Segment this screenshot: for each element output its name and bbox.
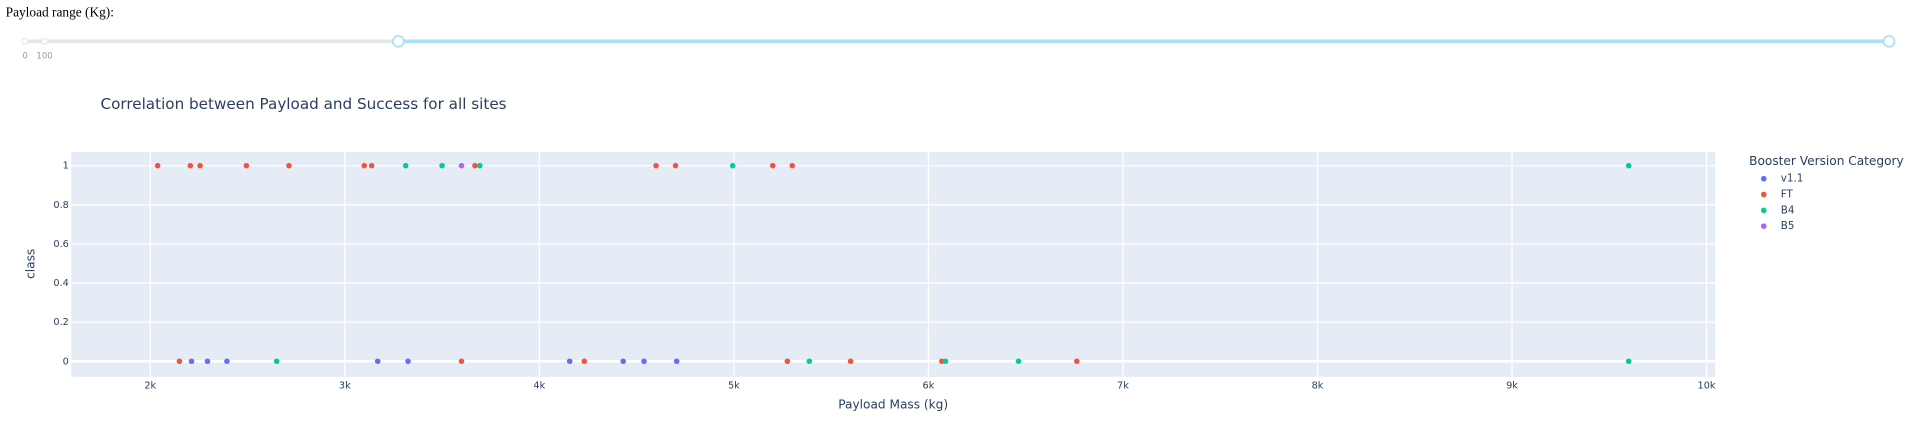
point [405, 358, 411, 365]
y-tick-label: 0 [63, 356, 69, 367]
legend-marker[interactable] [1760, 191, 1767, 198]
point [374, 358, 381, 365]
slider-dot [21, 37, 29, 45]
point [197, 162, 203, 169]
slider-mark: 100 [36, 51, 52, 61]
x-tick-label: 2k [144, 380, 156, 391]
point [672, 162, 679, 169]
x-tick-label: 4k [533, 380, 545, 391]
point [1074, 358, 1080, 365]
chart-title: Correlation between Payload and Success … [100, 95, 506, 113]
legend-marker[interactable] [1760, 207, 1767, 214]
x-tick-label: 10k [1698, 380, 1716, 391]
point [581, 358, 588, 365]
point [176, 358, 183, 365]
x-tick-label: 5k [728, 380, 740, 391]
slider-handle[interactable] [1882, 34, 1896, 48]
y-axis-title: class [24, 249, 38, 279]
point [273, 358, 280, 365]
point [368, 162, 375, 169]
x-tick-label: 6k [923, 380, 935, 391]
point [472, 162, 478, 169]
point [243, 162, 250, 169]
point [204, 358, 211, 365]
point [224, 358, 230, 365]
x-axis-title: Payload Mass (kg) [838, 397, 948, 411]
point [458, 358, 465, 365]
point [1625, 358, 1632, 365]
point [187, 162, 194, 169]
point [1015, 358, 1022, 365]
point [402, 162, 409, 169]
slider-dot [40, 37, 49, 45]
y-tick-label: 1 [63, 161, 69, 172]
y-tick-label: 0.6 [53, 239, 68, 250]
y-tick-label: 0.4 [53, 278, 68, 289]
point [789, 162, 796, 169]
point [1625, 162, 1632, 169]
point [653, 162, 659, 169]
slider-mark: 0 [22, 51, 27, 61]
y-tick-label: 0.2 [53, 317, 68, 328]
point [673, 358, 680, 365]
slider-handle[interactable] [391, 34, 405, 48]
point [188, 358, 195, 365]
slider-label: Payload range (Kg): [6, 4, 114, 19]
legend-label[interactable]: B4 [1781, 204, 1795, 216]
point [847, 358, 854, 365]
x-tick-label: 9k [1506, 380, 1518, 391]
legend-marker[interactable] [1760, 223, 1767, 229]
x-tick-label: 8k [1312, 380, 1324, 391]
point [784, 358, 791, 365]
legend-title: Booster Version Category [1749, 154, 1904, 168]
x-tick-label: 3k [339, 380, 351, 391]
y-tick-label: 0.8 [53, 200, 68, 211]
legend-label[interactable]: FT [1781, 189, 1794, 201]
point [942, 358, 949, 365]
plot-area [71, 151, 1716, 377]
point [286, 162, 292, 169]
legend-label[interactable]: B5 [1781, 220, 1795, 232]
point [361, 162, 368, 169]
point [458, 162, 465, 169]
point [566, 358, 573, 365]
point [806, 358, 813, 365]
point [620, 358, 626, 365]
point [439, 162, 445, 169]
point [154, 162, 161, 169]
legend-marker[interactable] [1760, 175, 1767, 182]
point [769, 162, 776, 169]
point [641, 358, 647, 365]
legend-label[interactable]: v1.1 [1781, 173, 1804, 185]
point [477, 162, 483, 169]
point [729, 162, 736, 169]
x-tick-label: 7k [1117, 380, 1129, 391]
